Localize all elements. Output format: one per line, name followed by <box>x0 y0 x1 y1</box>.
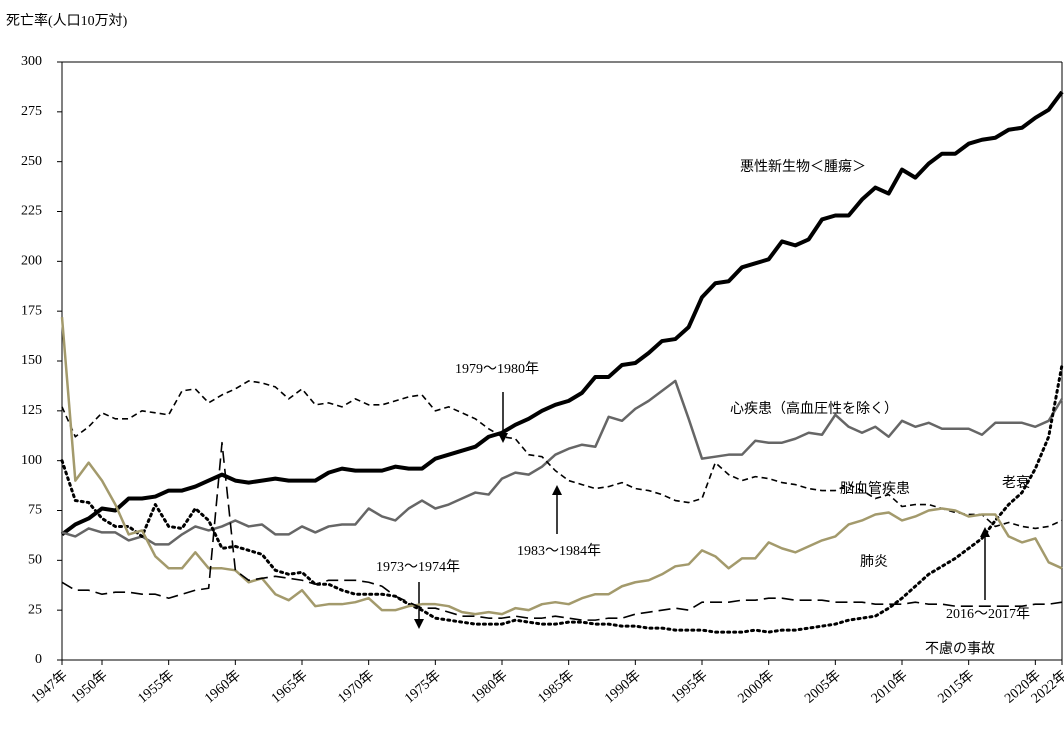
y-tick-label: 200 <box>21 254 42 269</box>
annotation: 1973～1974年 <box>376 559 460 575</box>
y-tick-label: 125 <box>21 403 42 418</box>
y-axis-label: 死亡率(人口10万対) <box>6 12 128 29</box>
series-label: 肺炎 <box>860 554 888 570</box>
y-tick-label: 75 <box>28 503 42 518</box>
line-series <box>61 441 1063 621</box>
x-tick-label: 1980年 <box>468 667 510 706</box>
x-tick-label: 1955年 <box>135 667 177 706</box>
series-label: 心疾患（高血圧性を除く） <box>730 400 898 417</box>
series-label: 不慮の事故 <box>925 641 995 657</box>
y-tick-label: 225 <box>21 204 42 219</box>
x-tick-label: 1975年 <box>402 667 444 706</box>
series-label: 悪性新生物＜腫瘍＞ <box>740 158 866 175</box>
x-tick-label: 2005年 <box>802 667 844 706</box>
x-tick-label: 1960年 <box>202 667 244 706</box>
x-tick-label: 1947年 <box>28 667 70 706</box>
y-tick-label: 175 <box>21 303 42 318</box>
line-series <box>61 379 1064 546</box>
x-tick-label: 1965年 <box>268 667 310 706</box>
y-tick-label: 150 <box>21 353 42 368</box>
x-tick-label: 1990年 <box>602 667 644 706</box>
y-tick-label: 275 <box>21 104 42 119</box>
x-tick-label: 2000年 <box>735 667 777 706</box>
series-label: 脳血管疾患 <box>840 481 910 497</box>
annotation: 1979～1980年 <box>455 361 539 377</box>
line-series <box>60 90 1064 537</box>
annotation: 1983～1984年 <box>517 543 601 559</box>
y-tick-label: 250 <box>21 154 42 169</box>
y-tick-label: 300 <box>21 54 42 69</box>
x-tick-label: 1995年 <box>668 667 710 706</box>
line-series <box>60 317 1063 616</box>
y-tick-label: 100 <box>21 453 42 468</box>
x-tick-label: 1950年 <box>68 667 110 706</box>
x-tick-label: 1970年 <box>335 667 377 706</box>
y-tick-label: 25 <box>28 602 42 617</box>
x-tick-label: 2010年 <box>868 667 910 706</box>
y-tick-label: 0 <box>35 652 42 667</box>
series-label: 老衰 <box>1002 474 1030 491</box>
x-tick-label: 2015年 <box>935 667 977 706</box>
annotation: 2016～2017年 <box>946 606 1030 622</box>
line-series <box>60 363 1064 634</box>
line-series <box>61 380 1063 530</box>
y-tick-label: 50 <box>28 553 42 568</box>
x-tick-label: 1985年 <box>535 667 577 706</box>
